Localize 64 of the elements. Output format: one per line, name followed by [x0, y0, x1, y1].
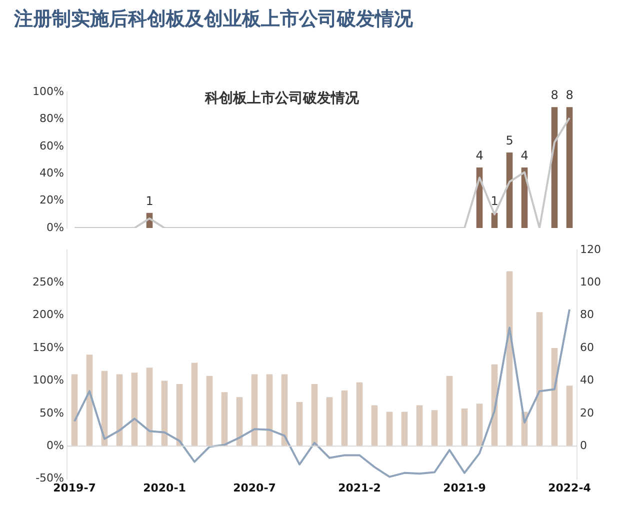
y2-tick-label: 20: [580, 406, 594, 420]
bar: [341, 390, 348, 446]
y-tick-label: 0%: [46, 438, 64, 452]
bar: [296, 402, 303, 446]
y-tick-label: 40%: [40, 166, 64, 180]
bar: [416, 405, 423, 446]
y2-tick-label: 0: [580, 438, 587, 452]
chart-title: 注册制实施后科创板及创业板上市公司破发情况: [14, 7, 413, 32]
bar: [461, 408, 468, 446]
y-tick-label: 50%: [40, 406, 64, 420]
bar: [206, 376, 213, 446]
bar: [71, 374, 78, 446]
y2-tick-label: 120: [580, 242, 601, 256]
bar: [566, 386, 573, 446]
bar: [476, 404, 483, 446]
bar: [251, 374, 258, 446]
y-tick-label: 20%: [40, 194, 64, 207]
bar: [221, 392, 228, 446]
y2-tick-label: 40: [580, 374, 594, 387]
bar: [431, 410, 438, 446]
bar: [356, 382, 363, 446]
y-tick-label: 80%: [40, 112, 64, 126]
bar: [176, 384, 183, 446]
y-tick-label: 100%: [32, 374, 64, 387]
y-tick-label: 200%: [32, 308, 64, 322]
bar: [266, 374, 273, 446]
bar: [236, 397, 243, 446]
bar: [281, 374, 288, 446]
bar: [311, 384, 318, 446]
bar: [191, 362, 198, 446]
bar: [536, 312, 543, 446]
data-label: 5: [506, 134, 514, 148]
bar: [446, 376, 453, 446]
data-label: 8: [550, 88, 558, 102]
bar: [146, 368, 153, 446]
y2-tick-label: 100: [580, 276, 601, 289]
y-tick-label: 150%: [32, 340, 64, 354]
y-tick-label: 60%: [40, 139, 64, 152]
chart-subtitle: 科创板上市公司破发情况: [204, 90, 360, 107]
x-tick-label: 2019-7: [53, 481, 96, 494]
x-tick-label: 2020-1: [143, 481, 186, 494]
y2-tick-label: 60: [580, 340, 594, 354]
data-label: 8: [566, 88, 574, 102]
x-tick-label: 2022-4: [548, 481, 592, 494]
x-tick-label: 2021-2: [338, 481, 381, 494]
bar: [386, 412, 393, 446]
y-tick-label: 100%: [32, 84, 64, 98]
y-tick-label: 0%: [46, 220, 64, 234]
data-label: 1: [490, 194, 498, 208]
bar: [371, 405, 378, 446]
bar: [326, 397, 333, 446]
bar: [506, 152, 513, 228]
data-label: 4: [520, 148, 528, 163]
bar: [116, 374, 123, 446]
bar: [566, 107, 573, 228]
x-tick-label: 2020-7: [233, 481, 276, 494]
data-label: 4: [476, 148, 484, 163]
bar: [161, 380, 168, 446]
data-label: 1: [146, 194, 154, 208]
bar: [401, 412, 408, 446]
bar: [131, 372, 138, 446]
x-tick-label: 2021-9: [443, 481, 486, 494]
y-tick-label: 250%: [32, 276, 64, 289]
y2-tick-label: 80: [580, 308, 594, 322]
